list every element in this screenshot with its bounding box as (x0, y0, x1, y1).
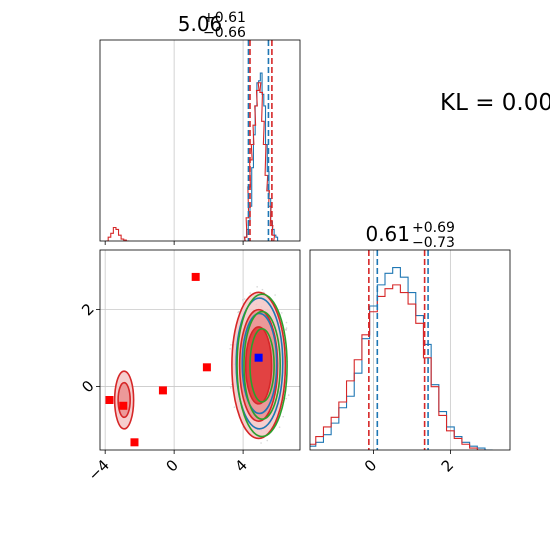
bottom-right-title-sup: +0.69 (412, 220, 455, 236)
y-tick-label: 0 (78, 377, 97, 396)
contour-2-level-0 (235, 297, 284, 430)
sample-point (256, 286, 258, 288)
bottom-left-frame (99, 249, 301, 451)
x-tick-label: 2 (438, 456, 457, 475)
sample-point (282, 415, 285, 418)
bottom-right-title-sub: −0.73 (412, 235, 455, 251)
contour-3-level-0 (236, 293, 288, 438)
sample-point (274, 294, 276, 296)
contour-0-level-1 (117, 381, 131, 419)
sample-point (261, 288, 264, 291)
red-square-marker (119, 401, 128, 410)
sample-point (230, 344, 232, 346)
x-tick-label: 0 (361, 456, 380, 475)
red-square-marker (191, 272, 200, 281)
sample-point (280, 312, 283, 314)
red-square-marker (158, 386, 167, 395)
top-left-title-value: 5.06 (178, 12, 223, 36)
sample-point (266, 439, 269, 442)
sample-point (242, 299, 244, 301)
sample-point (285, 327, 288, 329)
red-square-marker (130, 438, 139, 447)
top-left-histogram (105, 40, 280, 241)
x-tick-label: 4 (231, 456, 250, 475)
sample-point (278, 426, 281, 428)
red-square-marker (105, 396, 114, 404)
blue-square-marker (254, 353, 263, 362)
contour-3-level-1 (243, 310, 281, 421)
top-left-frame (99, 39, 301, 242)
contour-3-level-2 (249, 328, 275, 403)
bottom-right-title-value: 0.61 (365, 222, 410, 246)
top-left-title-sup: +0.61 (203, 10, 246, 26)
sample-point (229, 387, 232, 389)
bottom-right-frame (309, 249, 511, 451)
red-square-marker (202, 363, 211, 372)
sample-point (285, 321, 288, 324)
histogram-series-1 (310, 284, 485, 450)
contour-2-level-1 (241, 312, 278, 415)
sample-point (243, 298, 246, 300)
top-left-title-sub: −0.66 (203, 25, 246, 41)
x-tick-label: −4 (85, 456, 113, 484)
histogram-series-0 (310, 267, 493, 450)
sample-point (229, 347, 231, 350)
bottom-right-histogram (310, 250, 493, 450)
top-left-title: 5.06 (178, 12, 223, 36)
sample-point (249, 292, 252, 294)
sample-point (233, 406, 236, 408)
x-tick-label: 0 (162, 456, 181, 475)
sample-point (287, 394, 290, 396)
sample-point (260, 442, 262, 444)
sample-point (238, 310, 240, 313)
sample-point (285, 397, 287, 400)
top-left-grid (173, 40, 244, 241)
bottom-left-contours (105, 272, 290, 447)
sample-point (285, 329, 287, 331)
bottom-right-grid (373, 250, 451, 450)
kl-annotation: KL = 0.00 (440, 90, 550, 116)
y-tick-label: 2 (78, 300, 97, 319)
